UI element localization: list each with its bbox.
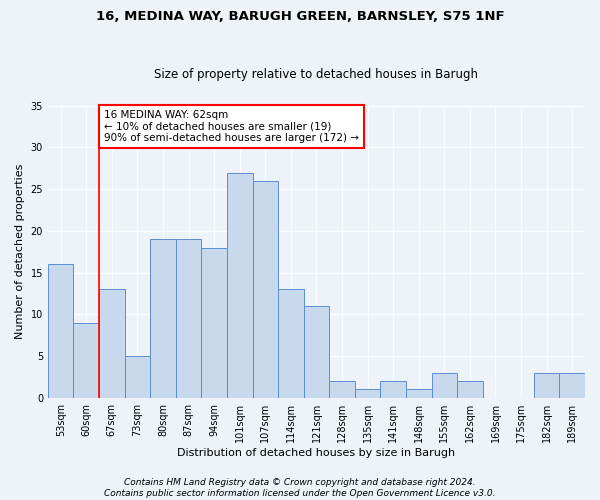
- Bar: [99, 290, 125, 398]
- Bar: [355, 390, 380, 398]
- Bar: [406, 390, 431, 398]
- Bar: [559, 372, 585, 398]
- Bar: [202, 248, 227, 398]
- Title: Size of property relative to detached houses in Barugh: Size of property relative to detached ho…: [154, 68, 478, 81]
- Bar: [457, 381, 482, 398]
- Bar: [380, 381, 406, 398]
- Text: 16, MEDINA WAY, BARUGH GREEN, BARNSLEY, S75 1NF: 16, MEDINA WAY, BARUGH GREEN, BARNSLEY, …: [95, 10, 505, 23]
- Bar: [73, 322, 99, 398]
- Bar: [534, 372, 559, 398]
- Bar: [329, 381, 355, 398]
- X-axis label: Distribution of detached houses by size in Barugh: Distribution of detached houses by size …: [178, 448, 455, 458]
- Text: 16 MEDINA WAY: 62sqm
← 10% of detached houses are smaller (19)
90% of semi-detac: 16 MEDINA WAY: 62sqm ← 10% of detached h…: [104, 110, 359, 143]
- Bar: [431, 372, 457, 398]
- Text: Contains HM Land Registry data © Crown copyright and database right 2024.
Contai: Contains HM Land Registry data © Crown c…: [104, 478, 496, 498]
- Y-axis label: Number of detached properties: Number of detached properties: [15, 164, 25, 340]
- Bar: [176, 239, 202, 398]
- Bar: [227, 172, 253, 398]
- Bar: [278, 290, 304, 398]
- Bar: [304, 306, 329, 398]
- Bar: [48, 264, 73, 398]
- Bar: [125, 356, 150, 398]
- Bar: [253, 181, 278, 398]
- Bar: [150, 239, 176, 398]
